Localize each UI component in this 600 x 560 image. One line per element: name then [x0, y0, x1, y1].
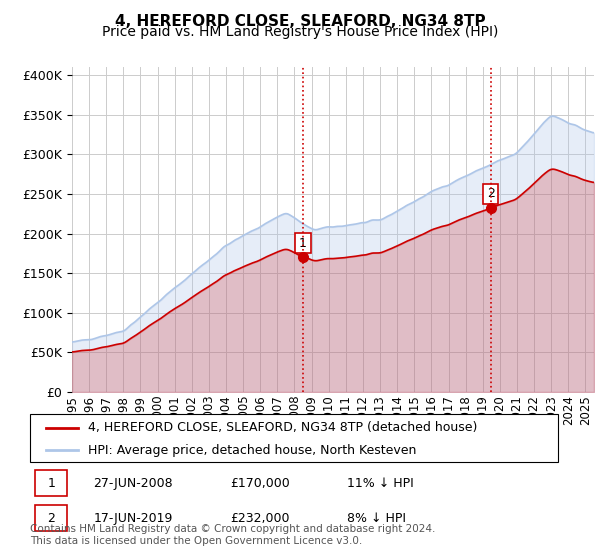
FancyBboxPatch shape: [35, 470, 67, 496]
Text: 2: 2: [47, 512, 55, 525]
Text: HPI: Average price, detached house, North Kesteven: HPI: Average price, detached house, Nort…: [88, 444, 416, 456]
Text: Price paid vs. HM Land Registry's House Price Index (HPI): Price paid vs. HM Land Registry's House …: [102, 25, 498, 39]
Text: 8% ↓ HPI: 8% ↓ HPI: [347, 512, 406, 525]
Text: £232,000: £232,000: [230, 512, 290, 525]
Text: 27-JUN-2008: 27-JUN-2008: [94, 477, 173, 490]
Text: 4, HEREFORD CLOSE, SLEAFORD, NG34 8TP (detached house): 4, HEREFORD CLOSE, SLEAFORD, NG34 8TP (d…: [88, 421, 478, 434]
Text: 4, HEREFORD CLOSE, SLEAFORD, NG34 8TP: 4, HEREFORD CLOSE, SLEAFORD, NG34 8TP: [115, 14, 485, 29]
Text: 17-JUN-2019: 17-JUN-2019: [94, 512, 173, 525]
Text: 2: 2: [487, 188, 494, 200]
Text: £170,000: £170,000: [230, 477, 290, 490]
Text: 11% ↓ HPI: 11% ↓ HPI: [347, 477, 413, 490]
Text: 1: 1: [47, 477, 55, 490]
Text: 1: 1: [299, 236, 307, 250]
FancyBboxPatch shape: [35, 505, 67, 531]
Text: Contains HM Land Registry data © Crown copyright and database right 2024.
This d: Contains HM Land Registry data © Crown c…: [30, 524, 436, 546]
FancyBboxPatch shape: [30, 414, 558, 462]
